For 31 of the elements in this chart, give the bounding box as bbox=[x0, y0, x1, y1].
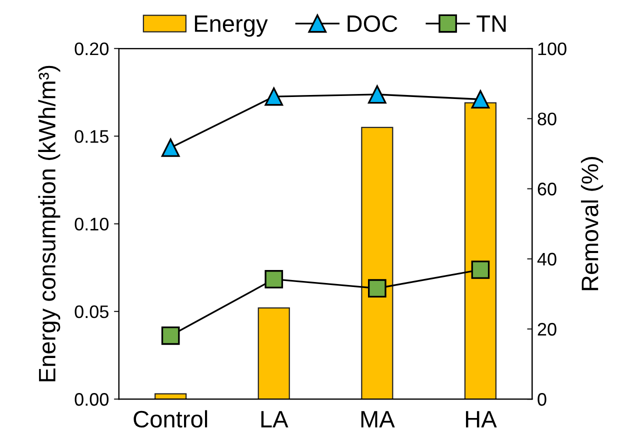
y2-tick-label: 20 bbox=[538, 322, 556, 336]
y2-tick-label: 0 bbox=[538, 393, 546, 406]
y-tick-label: 0.05 bbox=[74, 305, 108, 318]
y-tick-label: 0.20 bbox=[74, 42, 109, 56]
bar bbox=[464, 102, 497, 400]
point bbox=[161, 326, 180, 345]
y2-tick-label: 100 bbox=[538, 42, 566, 56]
y2-tick-label: 60 bbox=[538, 182, 556, 196]
point bbox=[471, 90, 490, 109]
y-tick-label: 0.10 bbox=[74, 218, 109, 231]
legend-label: TN bbox=[476, 16, 506, 32]
y-axis-title: Energy consumption (kWh/m³) bbox=[38, 66, 60, 382]
point bbox=[264, 87, 284, 106]
x-tick-label: LA bbox=[261, 411, 288, 428]
point bbox=[264, 270, 284, 288]
point bbox=[161, 138, 180, 157]
y2-axis-title: Removal (%) bbox=[580, 157, 603, 290]
point bbox=[471, 260, 490, 279]
x-tick-label: MA bbox=[361, 411, 395, 428]
bar bbox=[361, 126, 394, 400]
legend-label: Energy bbox=[194, 16, 268, 37]
y2-tick-label: 40 bbox=[537, 252, 556, 266]
y-tick-label: 0.00 bbox=[74, 393, 109, 406]
y-tick-label: 0.15 bbox=[74, 130, 108, 143]
point bbox=[368, 85, 386, 104]
legend-label: DOC bbox=[348, 15, 398, 32]
y2-tick-label: 80 bbox=[538, 112, 556, 126]
point bbox=[368, 279, 386, 298]
bar bbox=[258, 307, 290, 400]
x-tick-label: HA bbox=[466, 411, 497, 428]
x-tick-label: Control bbox=[134, 410, 208, 428]
